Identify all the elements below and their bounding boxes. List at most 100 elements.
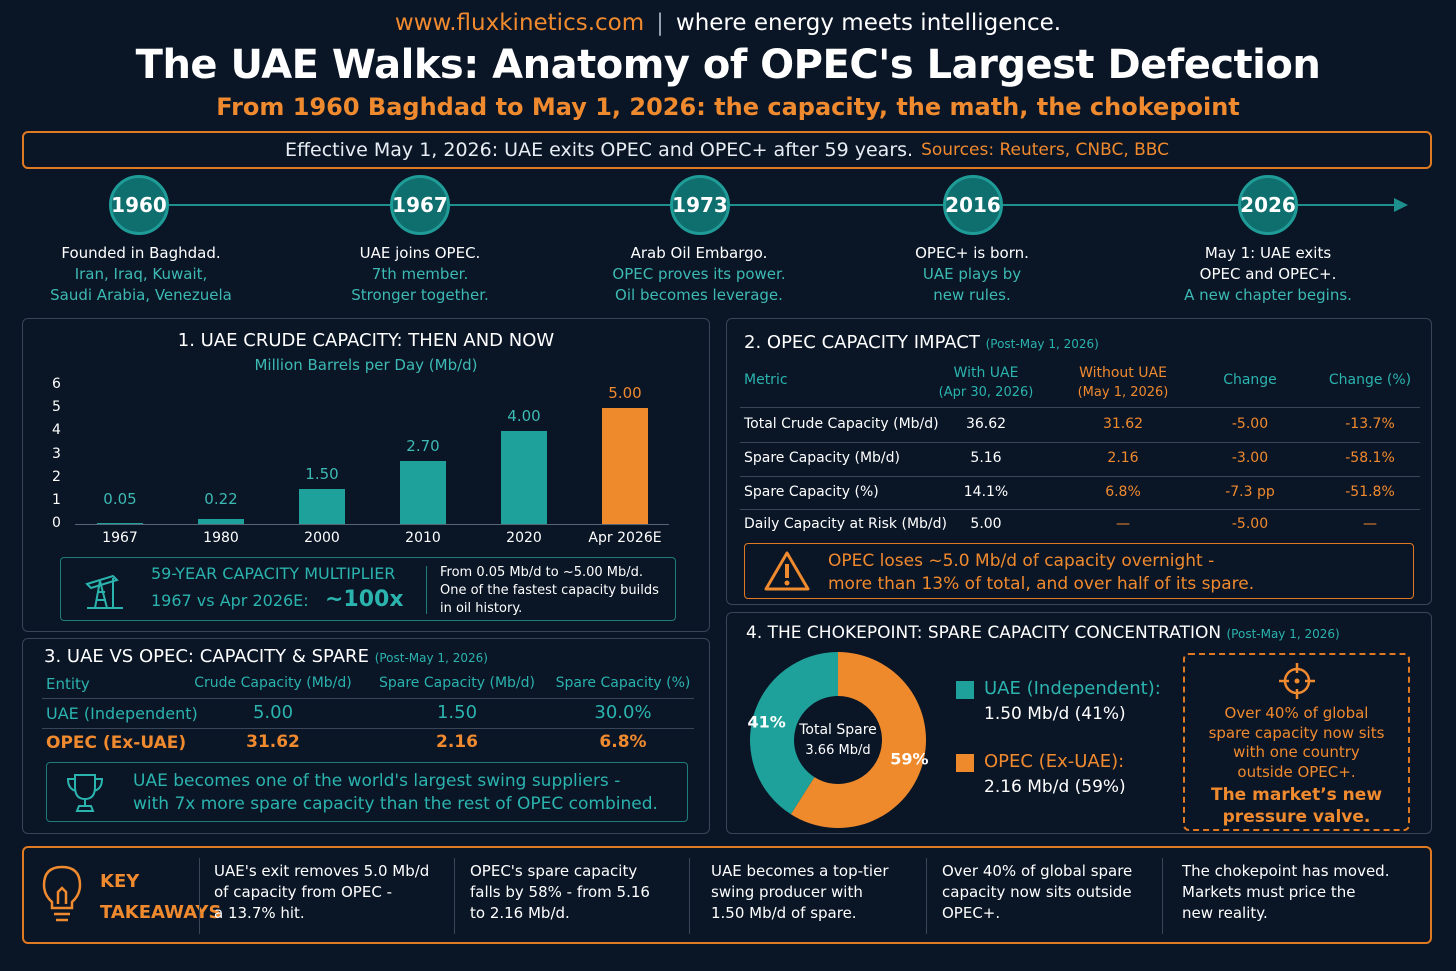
- impact-cell-without: 2.16: [1107, 450, 1139, 466]
- timeline-line1b: OPEC and OPEC+.: [1199, 265, 1337, 283]
- takeaway-line: falls by 58% - from 5.16: [470, 883, 650, 901]
- takeaway-divider: [454, 858, 455, 934]
- table-row: Spare Capacity (Mb/d) 5.16 2.16 -3.00 -5…: [740, 447, 1420, 473]
- row-rule: [42, 728, 694, 729]
- impact-cell-metric: Total Crude Capacity (Mb/d): [744, 416, 939, 432]
- legend-value-uae: 1.50 Mb/d (41%): [984, 704, 1126, 724]
- multiplier-note1: From 0.05 Mb/d to ~5.00 Mb/d.: [440, 565, 644, 580]
- capacity-panel-subtitle: Million Barrels per Day (Mb/d): [254, 356, 478, 374]
- x-tick-label: 2010: [405, 530, 441, 546]
- impact-warning-line2: more than 13% of total, and over half of…: [828, 574, 1255, 594]
- impact-cell-change: -7.3 pp: [1225, 484, 1275, 500]
- page-title: The UAE Walks: Anatomy of OPEC's Largest…: [135, 42, 1321, 88]
- timeline-line1: UAE joins OPEC.: [359, 244, 481, 262]
- bar-apr-2026e: [602, 408, 648, 524]
- impact-header-metric: Metric: [744, 372, 788, 388]
- bar-1967: [97, 522, 143, 524]
- impact-panel-title: 2. OPEC CAPACITY IMPACT (Post-May 1, 202…: [744, 332, 1099, 353]
- x-axis: [75, 524, 669, 525]
- warning-icon: [764, 551, 810, 591]
- capacity-panel-title: 1. UAE CRUDE CAPACITY: THEN AND NOW: [177, 330, 555, 351]
- impact-cell-without: —: [1116, 516, 1130, 532]
- takeaway-line: OPEC's spare capacity: [470, 862, 638, 880]
- oil-pump-icon: [85, 574, 123, 609]
- vs-header-rule: [42, 698, 694, 699]
- pressure-headline1: The market’s new: [1210, 785, 1383, 805]
- timeline-line2: OPEC proves its power.: [612, 265, 786, 283]
- takeaway-line: to 2.16 Mb/d.: [470, 904, 570, 922]
- vs-panel: [22, 638, 710, 834]
- vs-header-entity: Entity: [46, 675, 90, 693]
- bar-2010: [400, 461, 446, 524]
- y-tick-label: 4: [52, 422, 61, 439]
- takeaway-item-4: Over 40% of global spare capacity now si…: [942, 861, 1157, 924]
- impact-cell-change: -3.00: [1231, 450, 1269, 466]
- vs-cell-entity: UAE (Independent): [46, 704, 198, 723]
- vs-header-spare: Spare Capacity (Mb/d): [379, 675, 535, 691]
- pressure-valve-headline: The market’s new pressure valve.: [1185, 784, 1408, 828]
- multiplier-note2: One of the fastest capacity builds: [440, 583, 659, 598]
- bar-value-label: 1.50: [305, 465, 339, 484]
- takeaway-line: 1.50 Mb/d of spare.: [711, 904, 857, 922]
- timeline-line3: Stronger together.: [351, 286, 489, 304]
- impact-panel: [726, 318, 1432, 605]
- timeline-line3: new rules.: [933, 286, 1011, 304]
- vs-cell-pct: 30.0%: [594, 702, 652, 723]
- y-tick-label: 2: [52, 468, 61, 485]
- y-tick-label: 5: [52, 399, 61, 416]
- impact-title-text: 2. OPEC CAPACITY IMPACT: [744, 332, 980, 353]
- takeaways-label2: TAKEAWAYS: [100, 902, 222, 923]
- x-tick-label: 2020: [506, 530, 542, 546]
- site-link[interactable]: www.fluxkinetics.com: [394, 10, 645, 36]
- pressure-line3: with one country: [1233, 743, 1360, 761]
- spare-donut-chart: 59% 41% Total Spare 3.66 Mb/d: [748, 652, 928, 828]
- multiplier-heading: 59-YEAR CAPACITY MULTIPLIER: [151, 564, 396, 583]
- timeline-line1: Founded in Baghdad.: [61, 244, 221, 262]
- takeaway-divider: [1162, 858, 1163, 934]
- row-rule: [740, 476, 1420, 477]
- pressure-headline2: pressure valve.: [1222, 807, 1371, 827]
- bar-value-label: 4.00: [507, 407, 541, 426]
- timeline-arrow-icon: [1394, 198, 1408, 212]
- donut-center-label: Total Spare: [798, 722, 877, 738]
- takeaway-item-3: UAE becomes a top-tier swing producer wi…: [711, 861, 926, 924]
- effective-banner: Effective May 1, 2026: UAE exits OPEC an…: [22, 131, 1432, 169]
- y-tick-label: 6: [52, 376, 61, 392]
- vs-header-crude: Crude Capacity (Mb/d): [194, 675, 352, 691]
- takeaways-label: KEY TAKEAWAYS: [100, 866, 221, 928]
- impact-cell-change: -5.00: [1231, 516, 1269, 532]
- tagline: where energy meets intelligence.: [675, 10, 1062, 36]
- impact-warning-box: OPEC loses ~5.0 Mb/d of capacity overnig…: [744, 543, 1414, 599]
- vs-title-text: 3. UAE VS OPEC: CAPACITY & SPARE: [44, 646, 369, 667]
- takeaway-divider: [689, 858, 690, 934]
- bar-2020: [501, 431, 547, 524]
- impact-cell-without: 31.62: [1102, 416, 1144, 432]
- x-tick-label: 2000: [304, 530, 340, 546]
- vs-header-pct: Spare Capacity (%): [555, 675, 691, 691]
- pressure-valve-box: Over 40% of global spare capacity now si…: [1183, 653, 1410, 831]
- takeaway-line: of capacity from OPEC -: [214, 883, 392, 901]
- impact-header-rule: [740, 407, 1420, 408]
- donut-slice-uae: [750, 652, 838, 815]
- timeline-line2: A new chapter begins.: [1184, 286, 1352, 304]
- legend-value-opec: 2.16 Mb/d (59%): [984, 777, 1126, 797]
- table-row: Total Crude Capacity (Mb/d) 36.62 31.62 …: [740, 413, 1420, 439]
- takeaway-line: OPEC+.: [942, 904, 1001, 922]
- timeline-text-2016: OPEC+ is born. UAE plays by new rules.: [852, 243, 1092, 306]
- vs-cell-pct: 6.8%: [599, 732, 647, 752]
- timeline-text-2026: May 1: UAE exits OPEC and OPEC+. A new c…: [1148, 243, 1388, 306]
- impact-header-without2: (May 1, 2026): [1077, 385, 1169, 400]
- impact-cell-change: -5.00: [1231, 416, 1269, 432]
- timeline-line2: 7th member.: [371, 265, 469, 283]
- impact-cell-metric: Spare Capacity (%): [744, 484, 879, 500]
- x-tick-label: 1980: [203, 530, 239, 546]
- capacity-bar-chart: 0 1 2 3 4 5 6 0.05 1967 0.22 1980 1.50 2000 2.70 2010 4…: [45, 372, 685, 552]
- takeaway-line: swing producer with: [711, 883, 863, 901]
- timeline-node-2026: 2026: [1238, 175, 1298, 235]
- impact-header-without1: Without UAE: [1079, 365, 1167, 381]
- impact-header-with: With UAE (Apr 30, 2026): [926, 364, 1046, 402]
- bar-value-label: 0.22: [204, 490, 238, 508]
- impact-cell-with: 5.00: [970, 516, 1002, 532]
- impact-cell-pct: —: [1363, 516, 1377, 532]
- timeline-line3: Saudi Arabia, Venezuela: [50, 286, 232, 304]
